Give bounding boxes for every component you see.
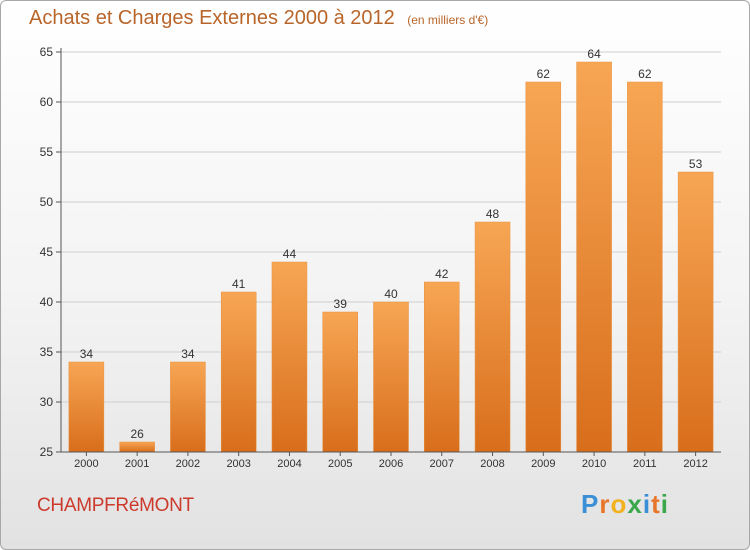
logo-letter: i bbox=[660, 489, 669, 519]
x-tick-label: 2003 bbox=[226, 458, 250, 470]
chart-subtitle: (en milliers d'€) bbox=[407, 13, 489, 27]
bar-value-label: 53 bbox=[689, 157, 703, 171]
chart-header: Achats et Charges Externes 2000 à 2012 (… bbox=[29, 7, 488, 30]
y-tick-label: 65 bbox=[40, 45, 54, 59]
bar-value-label: 26 bbox=[130, 427, 144, 441]
bar bbox=[271, 261, 308, 453]
x-tick-label: 2007 bbox=[430, 458, 454, 470]
y-tick-label: 35 bbox=[40, 345, 54, 359]
bar bbox=[373, 301, 409, 453]
commune-name: CHAMPFRéMONT bbox=[37, 495, 194, 516]
logo-letter: P bbox=[581, 489, 600, 519]
x-tick-label: 2012 bbox=[683, 458, 707, 470]
x-tick-label: 2009 bbox=[531, 458, 555, 470]
bar-value-label: 62 bbox=[638, 67, 652, 81]
y-tick-label: 45 bbox=[40, 245, 54, 259]
bar bbox=[119, 441, 155, 453]
bar-value-label: 48 bbox=[486, 207, 500, 221]
logo-letter: o bbox=[610, 489, 628, 519]
x-tick-label: 2001 bbox=[125, 458, 149, 470]
bar-value-label: 44 bbox=[283, 247, 297, 261]
y-tick-label: 30 bbox=[40, 395, 54, 409]
y-tick-label: 55 bbox=[40, 145, 54, 159]
x-tick-label: 2005 bbox=[328, 458, 352, 470]
bar bbox=[424, 281, 460, 453]
bar-value-label: 42 bbox=[435, 267, 449, 281]
bar bbox=[525, 81, 562, 453]
chart-title: Achats et Charges Externes 2000 à 2012 bbox=[29, 7, 395, 29]
bar bbox=[474, 221, 511, 453]
y-tick-label: 25 bbox=[40, 445, 54, 459]
bar-value-label: 34 bbox=[181, 347, 195, 361]
y-tick-label: 40 bbox=[40, 295, 54, 309]
x-tick-label: 2000 bbox=[74, 458, 98, 470]
bar bbox=[576, 61, 612, 453]
y-tick-label: 60 bbox=[40, 95, 54, 109]
bar bbox=[170, 361, 206, 453]
x-tick-label: 2010 bbox=[582, 458, 606, 470]
bar bbox=[220, 291, 257, 453]
y-tick-label: 50 bbox=[40, 195, 54, 209]
x-tick-label: 2011 bbox=[633, 458, 657, 470]
logo-letter: r bbox=[599, 489, 611, 519]
bar-value-label: 39 bbox=[334, 297, 348, 311]
proxiti-logo[interactable]: Proxiti bbox=[581, 489, 669, 520]
bar-value-label: 64 bbox=[587, 47, 601, 61]
bar bbox=[627, 81, 663, 453]
bar-value-label: 62 bbox=[537, 67, 551, 81]
x-tick-label: 2002 bbox=[176, 458, 200, 470]
bar bbox=[322, 311, 358, 453]
bar-value-label: 40 bbox=[384, 287, 398, 301]
bar-value-label: 41 bbox=[232, 277, 246, 291]
bar-value-label: 34 bbox=[80, 347, 94, 361]
logo-letter: i bbox=[642, 489, 652, 519]
logo-letter: x bbox=[627, 489, 643, 519]
x-tick-label: 2008 bbox=[480, 458, 504, 470]
x-tick-label: 2006 bbox=[379, 458, 403, 470]
bar bbox=[677, 171, 714, 453]
x-tick-label: 2004 bbox=[277, 458, 301, 470]
logo-letter: t bbox=[651, 489, 661, 519]
bar bbox=[68, 361, 105, 453]
